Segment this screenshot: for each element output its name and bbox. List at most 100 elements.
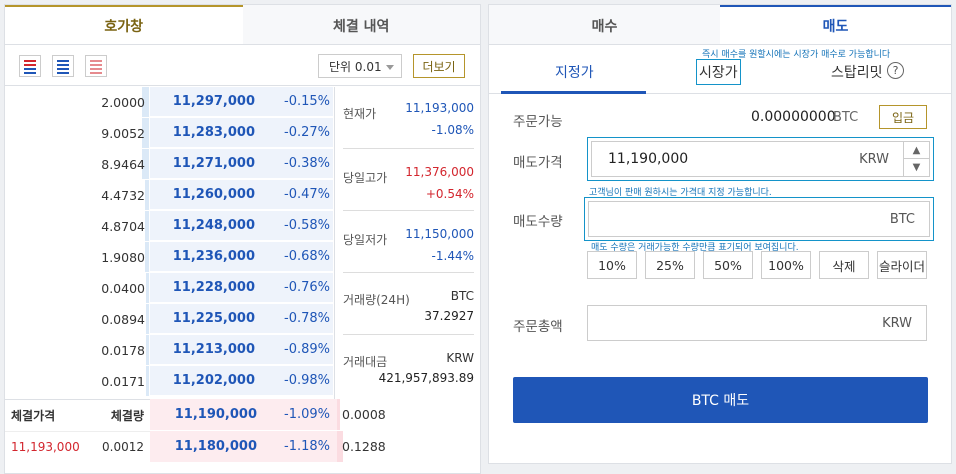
ask-qty: 0.0400 xyxy=(101,280,145,296)
ask-price-cell[interactable]: 11,225,000 -0.78% xyxy=(150,304,333,334)
slider-button[interactable]: 슬라이더 xyxy=(877,251,927,279)
ask-row[interactable]: 0.0171 11,202,000 -0.98% xyxy=(5,366,333,397)
ask-qty-cell: 4.4732 xyxy=(5,180,150,210)
market-hint: 즉시 매수를 원할시에는 시장가 매수로 가능합니다 xyxy=(702,50,891,60)
info-value: 11,193,000 xyxy=(405,101,474,115)
pct-100-button[interactable]: 100% xyxy=(761,251,811,279)
info-value: 11,376,000 xyxy=(405,165,474,179)
view-both-icon[interactable] xyxy=(19,55,41,77)
ask-qty: 0.0894 xyxy=(101,311,145,327)
ask-row[interactable]: 1.9080 11,236,000 -0.68% xyxy=(5,242,333,273)
quantity-unit: BTC xyxy=(889,211,915,227)
total-unit: KRW xyxy=(882,315,912,331)
bid-change: -1.18% xyxy=(284,439,330,454)
order-type-stop-limit[interactable]: 스탑리밋 xyxy=(831,65,883,81)
info-value: 421,957,893.89 xyxy=(378,371,474,385)
ask-price-cell[interactable]: 11,202,000 -0.98% xyxy=(150,366,333,396)
ask-price-cell[interactable]: 11,260,000 -0.47% xyxy=(150,180,333,210)
ask-price: 11,297,000 xyxy=(172,94,255,109)
info-label: 거래대금 xyxy=(343,355,388,369)
ask-qty: 2.0000 xyxy=(101,94,145,110)
unit-select-label: 단위 0.01 xyxy=(329,59,382,74)
chevron-down-icon xyxy=(386,65,394,70)
price-field-highlight: 11,190,000 KRW ▲ ▼ xyxy=(587,137,934,181)
bid-row[interactable]: 11,190,000 -1.09% 0.0008 xyxy=(150,399,480,430)
ask-list: 2.0000 11,297,000 -0.15% 9.0052 11,283,000 -0… xyxy=(5,87,333,397)
bid-change: -1.09% xyxy=(284,407,330,422)
ask-price-cell[interactable]: 11,248,000 -0.58% xyxy=(150,211,333,241)
price-value: 11,190,000 xyxy=(608,151,689,167)
ask-price: 11,228,000 xyxy=(172,280,255,295)
ask-row[interactable]: 4.4732 11,260,000 -0.47% xyxy=(5,180,333,211)
price-stepper: ▲ ▼ xyxy=(903,142,929,176)
tab-buy[interactable]: 매수 xyxy=(489,5,720,44)
ask-row[interactable]: 9.0052 11,283,000 -0.27% xyxy=(5,118,333,149)
ask-qty: 4.4732 xyxy=(101,187,145,203)
ask-change: -0.27% xyxy=(284,125,330,140)
bid-qty-cell: 0.0008 xyxy=(337,399,480,430)
ask-price: 11,248,000 xyxy=(172,218,255,233)
price-input[interactable]: 11,190,000 KRW ▲ ▼ xyxy=(591,141,930,177)
ask-change: -0.47% xyxy=(284,187,330,202)
ask-price: 11,236,000 xyxy=(172,249,255,264)
total-label: 주문총액 xyxy=(513,319,563,335)
view-bids-icon[interactable] xyxy=(52,55,74,77)
trade-list-header: 체결가격 체결량 xyxy=(5,399,150,430)
trade-qty: 0.0012 xyxy=(102,440,144,454)
pct-25-button[interactable]: 25% xyxy=(645,251,695,279)
order-type-limit[interactable]: 지정가 xyxy=(555,65,594,81)
ask-change: -0.98% xyxy=(284,373,330,388)
ask-qty: 4.8704 xyxy=(101,218,145,234)
bid-row[interactable]: 11,180,000 -1.18% 0.1288 xyxy=(150,431,480,462)
info-label: 당일고가 xyxy=(343,171,388,185)
order-type-active-indicator xyxy=(501,91,646,94)
ask-change: -0.68% xyxy=(284,249,330,264)
tab-orderbook[interactable]: 호가창 xyxy=(5,5,243,44)
ask-row[interactable]: 4.8704 11,248,000 -0.58% xyxy=(5,211,333,242)
ask-change: -0.15% xyxy=(284,94,330,109)
ask-row[interactable]: 2.0000 11,297,000 -0.15% xyxy=(5,87,333,118)
ask-row[interactable]: 0.0894 11,225,000 -0.78% xyxy=(5,304,333,335)
ask-price-cell[interactable]: 11,228,000 -0.76% xyxy=(150,273,333,303)
sell-button[interactable]: BTC 매도 xyxy=(513,377,928,423)
ask-row[interactable]: 8.9464 11,271,000 -0.38% xyxy=(5,149,333,180)
info-change: +0.54% xyxy=(425,187,474,201)
view-asks-icon[interactable] xyxy=(85,55,107,77)
tab-trade-history[interactable]: 체결 내역 xyxy=(242,5,480,44)
clear-button[interactable]: 삭제 xyxy=(819,251,869,279)
ask-price-cell[interactable]: 11,213,000 -0.89% xyxy=(150,335,333,365)
ask-change: -0.78% xyxy=(284,311,330,326)
ask-price-cell[interactable]: 11,283,000 -0.27% xyxy=(150,118,333,148)
pct-10-button[interactable]: 10% xyxy=(587,251,637,279)
more-button[interactable]: 더보기 xyxy=(413,54,465,78)
ask-depth-bar xyxy=(146,366,149,396)
ask-price-cell[interactable]: 11,297,000 -0.15% xyxy=(150,87,333,117)
ask-price-cell[interactable]: 11,271,000 -0.38% xyxy=(150,149,333,179)
ask-row[interactable]: 0.0400 11,228,000 -0.76% xyxy=(5,273,333,304)
available-unit: BTC xyxy=(833,110,859,125)
chevron-down-icon[interactable]: ▼ xyxy=(912,162,921,173)
deposit-button[interactable]: 입금 xyxy=(879,105,927,129)
available-label: 주문가능 xyxy=(513,114,563,130)
ask-price-cell[interactable]: 11,236,000 -0.68% xyxy=(150,242,333,272)
ask-price: 11,260,000 xyxy=(172,187,255,202)
orderbook-toolbar: 단위 0.01 더보기 xyxy=(5,46,480,86)
info-label: 현재가 xyxy=(343,107,377,121)
pct-50-button[interactable]: 50% xyxy=(703,251,753,279)
ask-qty: 1.9080 xyxy=(101,249,145,265)
ask-qty-cell: 9.0052 xyxy=(5,118,150,148)
chevron-up-icon[interactable]: ▲ xyxy=(904,142,929,159)
ask-price: 11,271,000 xyxy=(172,156,255,171)
help-icon[interactable]: ? xyxy=(887,62,904,79)
order-type-market[interactable]: 시장가 xyxy=(696,59,741,85)
quantity-field-highlight: BTC xyxy=(584,197,934,241)
quantity-input[interactable]: BTC xyxy=(588,201,930,237)
ask-price: 11,202,000 xyxy=(172,373,255,388)
ask-depth-bar xyxy=(144,242,149,272)
info-current: 현재가 11,193,000 -1.08% xyxy=(343,87,474,149)
total-input[interactable]: KRW xyxy=(587,305,927,341)
unit-select[interactable]: 단위 0.01 xyxy=(318,54,402,78)
ask-row[interactable]: 0.0178 11,213,000 -0.89% xyxy=(5,335,333,366)
bid-depth-bar xyxy=(337,431,343,462)
tab-sell[interactable]: 매도 xyxy=(720,5,951,44)
